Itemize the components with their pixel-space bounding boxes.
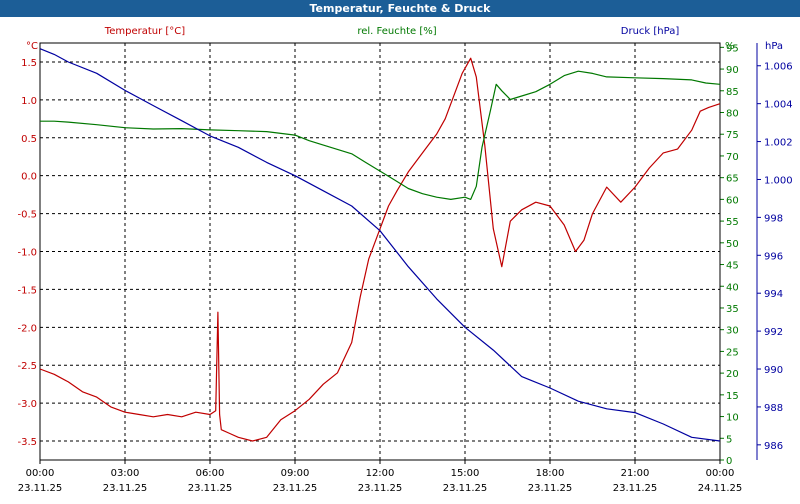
- y-tick-label-pressure: 1.000: [764, 175, 793, 186]
- y-tick-label-humidity: 5: [726, 434, 732, 445]
- y-tick-label-pressure: 988: [764, 403, 783, 414]
- y-tick-label-humidity: 40: [726, 282, 739, 293]
- y-tick-label-pressure: 996: [764, 251, 783, 262]
- y-tick-label-humidity: 30: [726, 326, 739, 337]
- y-tick-label-humidity: 80: [726, 109, 739, 120]
- x-tick-label-date: 23.11.25: [358, 483, 403, 494]
- y-tick-label-temperature: 0.0: [21, 172, 37, 183]
- y-tick-label-pressure: 998: [764, 213, 783, 224]
- y-tick-label-humidity: 45: [726, 261, 739, 272]
- y-tick-label-humidity: 35: [726, 304, 739, 315]
- x-tick-label-time: 06:00: [196, 468, 225, 479]
- y-tick-label-temperature: -1.0: [17, 248, 37, 259]
- legend-pressure: Druck [hPa]: [621, 26, 680, 37]
- x-tick-label-date: 23.11.25: [273, 483, 318, 494]
- y-tick-label-humidity: 85: [726, 87, 739, 98]
- y-tick-label-pressure: 992: [764, 327, 783, 338]
- y-tick-label-humidity: 75: [726, 130, 739, 141]
- series-line-temperature: [39, 57, 721, 442]
- y-tick-label-temperature: -2.5: [17, 361, 37, 372]
- y-tick-label-temperature: -2.0: [17, 323, 37, 334]
- chart-title: Temperatur, Feuchte & Druck: [309, 2, 491, 15]
- legend-temperature: Temperatur [°C]: [104, 26, 185, 37]
- y-tick-label-humidity: 90: [726, 65, 739, 76]
- x-tick-label-time: 09:00: [281, 468, 310, 479]
- x-tick-label-date: 23.11.25: [613, 483, 658, 494]
- x-tick-label-time: 12:00: [366, 468, 395, 479]
- y-tick-label-humidity: 15: [726, 391, 739, 402]
- x-tick-label-date: 23.11.25: [188, 483, 233, 494]
- x-tick-label-date: 23.11.25: [103, 483, 148, 494]
- chart-area: 00:00 23.11.25 03:00 23.11.25 06:00 23.11.25 0…: [0, 17, 800, 500]
- chart-title-bar: Temperatur, Feuchte & Druck: [0, 0, 800, 17]
- y-tick-label-pressure: 1.004: [764, 100, 793, 111]
- y-tick-label-humidity: 0: [726, 456, 732, 467]
- y-tick-label-humidity: 60: [726, 195, 739, 206]
- y-tick-label-pressure: 986: [764, 441, 783, 452]
- y-tick-label-humidity: 50: [726, 239, 739, 250]
- y-tick-label-humidity: 70: [726, 152, 739, 163]
- y-tick-label-humidity: 20: [726, 369, 739, 380]
- x-tick-label-date: 23.11.25: [18, 483, 63, 494]
- x-tick-label-time: 15:00: [451, 468, 480, 479]
- series-line-humidity: [40, 70, 721, 200]
- y-tick-label-temperature: 1.5: [21, 58, 37, 69]
- x-tick-label-time: 03:00: [111, 468, 140, 479]
- x-tick-label-time: 18:00: [536, 468, 565, 479]
- x-tick-label-time: 00:00: [26, 468, 55, 479]
- x-tick-label-date: 24.11.25: [698, 483, 743, 494]
- x-tick-label-date: 23.11.25: [443, 483, 488, 494]
- y-tick-label-pressure: 990: [764, 365, 783, 376]
- y-tick-label-humidity: 25: [726, 347, 739, 358]
- y-tick-label-temperature: -3.5: [17, 437, 37, 448]
- y-tick-label-temperature: -3.0: [17, 399, 37, 410]
- legend-humidity: rel. Feuchte [%]: [357, 26, 436, 37]
- y-tick-label-humidity: 55: [726, 217, 739, 228]
- x-tick-label-time: 21:00: [621, 468, 650, 479]
- humidity-unit-label: %: [725, 41, 735, 52]
- y-tick-label-temperature: -1.5: [17, 285, 37, 296]
- x-tick-label-time: 00:00: [706, 468, 735, 479]
- series-line-pressure: [39, 48, 721, 442]
- y-tick-label-pressure: 1.002: [764, 138, 793, 149]
- plot-frame: [39, 42, 721, 461]
- y-tick-label-pressure: 994: [764, 289, 783, 300]
- y-tick-label-temperature: -0.5: [17, 210, 37, 221]
- y-tick-label-temperature: 1.0: [21, 96, 37, 107]
- temperature-unit-label: °C: [26, 41, 38, 52]
- y-tick-label-humidity: 10: [726, 413, 739, 424]
- x-tick-label-date: 23.11.25: [528, 483, 573, 494]
- y-tick-label-humidity: 95: [726, 43, 739, 54]
- chart-svg: 00:00 23.11.25 03:00 23.11.25 06:00 23.11.25 0…: [17, 26, 793, 494]
- y-tick-label-humidity: 65: [726, 174, 739, 185]
- y-tick-label-temperature: 0.5: [21, 134, 37, 145]
- y-tick-label-pressure: 1.006: [764, 62, 793, 73]
- pressure-unit-label: hPa: [765, 41, 783, 52]
